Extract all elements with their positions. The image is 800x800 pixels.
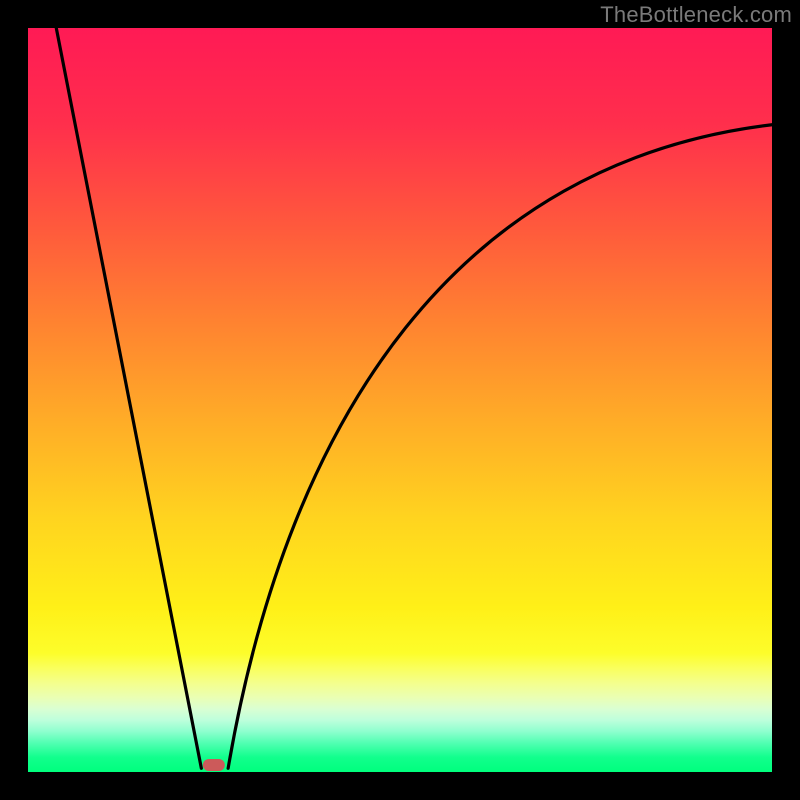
curve-left-branch [56,28,201,768]
watermark-text: TheBottleneck.com [600,2,792,28]
curve-right-branch [228,125,772,769]
minimum-marker [203,759,225,771]
chart-frame: TheBottleneck.com [0,0,800,800]
bottleneck-curve [28,28,772,772]
plot-area [28,28,772,772]
